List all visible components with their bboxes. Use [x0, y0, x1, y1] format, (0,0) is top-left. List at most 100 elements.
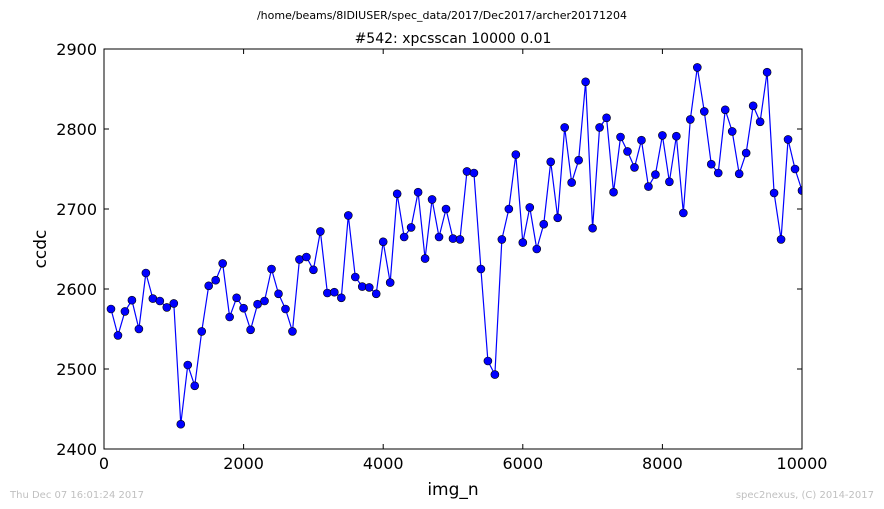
- data-point: [790, 164, 800, 174]
- data-point: [316, 227, 325, 236]
- data-point: [748, 101, 758, 111]
- x-tick-label: 10000: [777, 454, 828, 473]
- data-point: [595, 123, 604, 132]
- data-point: [644, 182, 653, 191]
- data-point: [441, 204, 451, 214]
- data-point: [574, 155, 583, 165]
- data-point: [755, 117, 765, 127]
- data-point: [253, 299, 262, 309]
- data-point: [239, 303, 248, 313]
- x-tick-label: 2000: [223, 454, 264, 473]
- data-point: [455, 235, 465, 244]
- data-point: [462, 167, 472, 176]
- data-point: [504, 204, 514, 214]
- x-tick-label: 8000: [642, 454, 683, 473]
- data-point: [637, 135, 646, 145]
- data-point: [190, 381, 200, 391]
- plot-area: [103, 48, 803, 450]
- data-point: [350, 272, 360, 282]
- data-point: [281, 304, 290, 314]
- data-point: [713, 168, 723, 178]
- data-point: [434, 232, 444, 242]
- data-point: [427, 195, 437, 204]
- x-tick-label: 6000: [502, 454, 543, 473]
- y-axis-label: ccdc: [31, 230, 51, 269]
- data-point: [692, 63, 702, 72]
- data-point: [399, 232, 409, 242]
- data-point: [420, 254, 430, 263]
- data-point: [183, 360, 193, 370]
- data-point: [665, 177, 674, 187]
- data-point: [630, 163, 639, 172]
- data-point: [616, 132, 625, 142]
- data-point: [476, 264, 486, 274]
- data-point: [211, 275, 220, 285]
- footer-timestamp: Thu Dec 07 16:01:24 2017: [9, 490, 144, 501]
- data-point: [232, 293, 241, 303]
- series-line: [110, 67, 802, 425]
- y-tick-label: 2700: [56, 200, 97, 219]
- data-point: [155, 296, 165, 306]
- data-point: [741, 148, 751, 158]
- data-point: [560, 123, 569, 132]
- data-point: [581, 77, 590, 87]
- data-point: [539, 219, 549, 229]
- data-point: [699, 107, 709, 116]
- y-tick-label: 2500: [56, 360, 97, 379]
- data-point: [337, 293, 346, 303]
- data-point: [588, 223, 597, 233]
- chart-title: #542: xpcsscan 10000 0.01: [355, 31, 552, 47]
- data-point: [302, 252, 311, 262]
- data-point: [609, 187, 618, 197]
- data-point: [511, 150, 521, 159]
- data-point: [518, 238, 528, 247]
- data-point: [371, 289, 381, 299]
- data-point: [762, 67, 772, 77]
- data-point: [672, 131, 681, 141]
- data-point: [392, 189, 402, 199]
- data-point: [602, 113, 611, 123]
- x-tick-label: 0: [99, 454, 109, 473]
- data-point: [776, 235, 786, 244]
- data-point: [197, 327, 207, 336]
- footer-credit: spec2nexus, (C) 2014-2017: [736, 490, 874, 501]
- data-point: [134, 324, 144, 334]
- data-point: [720, 105, 730, 115]
- data-point: [385, 278, 395, 287]
- data-point: [553, 213, 563, 223]
- data-point: [658, 131, 667, 140]
- data-point: [169, 299, 179, 308]
- data-point: [204, 281, 213, 291]
- y-tick-label: 2400: [56, 440, 97, 459]
- data-point: [288, 327, 297, 336]
- data-point: [623, 147, 632, 156]
- data-point: [176, 419, 186, 429]
- data-point: [330, 287, 339, 297]
- data-point: [127, 295, 137, 305]
- y-tick-label: 2900: [56, 40, 97, 59]
- data-point: [734, 169, 744, 179]
- y-tick-label: 2600: [56, 280, 97, 299]
- data-point: [769, 188, 779, 198]
- data-point: [497, 235, 507, 244]
- data-point: [490, 370, 500, 379]
- x-axis-label: img_n: [427, 480, 478, 500]
- x-tick-label: 4000: [363, 454, 404, 473]
- data-point: [783, 135, 793, 144]
- data-point: [141, 268, 151, 278]
- data-point: [525, 203, 535, 212]
- axes-frame: [103, 48, 803, 450]
- data-point: [343, 211, 353, 220]
- y-tick-label: 2800: [56, 120, 97, 139]
- data-point: [274, 289, 283, 299]
- data-point: [267, 264, 276, 274]
- data-point: [106, 304, 116, 314]
- data-point: [218, 259, 227, 268]
- data-point: [546, 157, 556, 167]
- data-point: [483, 356, 493, 366]
- data-point: [406, 223, 416, 232]
- data-point: [162, 303, 172, 312]
- data-point: [651, 170, 660, 179]
- data-point: [727, 127, 737, 136]
